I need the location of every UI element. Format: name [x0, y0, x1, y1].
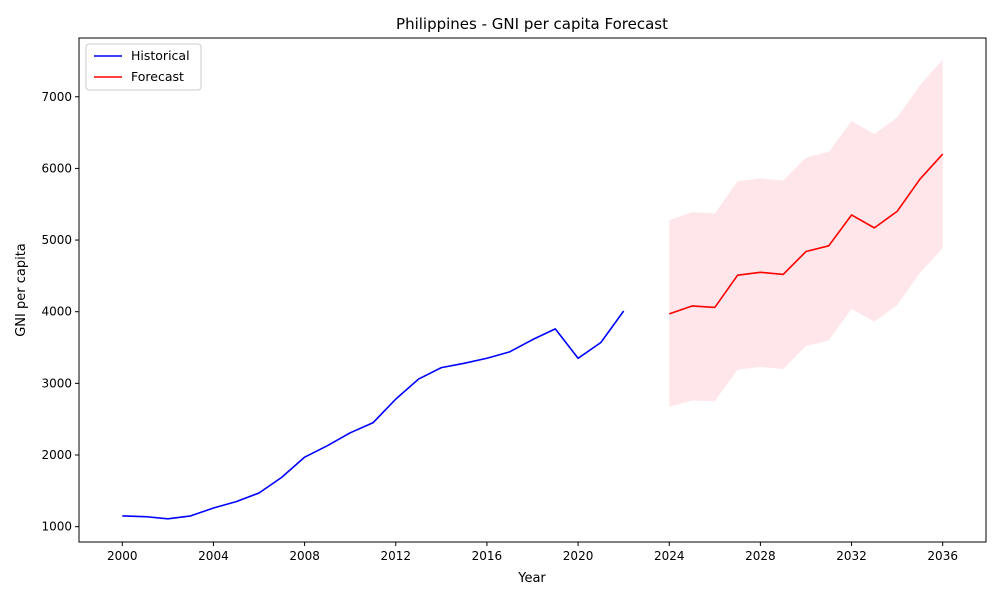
chart-title: Philippines - GNI per capita Forecast: [396, 15, 668, 33]
y-tick-label: 2000: [41, 448, 72, 462]
legend-label-historical: Historical: [131, 48, 190, 63]
y-tick-label: 6000: [41, 161, 72, 175]
forecast-confidence-band: [669, 59, 943, 408]
historical-series-line: [122, 310, 625, 520]
y-tick-label: 1000: [41, 520, 72, 534]
x-tick-label: 2032: [836, 549, 867, 563]
x-tick-label: 2004: [198, 549, 229, 563]
plot-area: [122, 59, 944, 520]
forecast-series-line: [668, 153, 944, 315]
x-tick-label: 2024: [654, 549, 685, 563]
x-tick-label: 2008: [289, 549, 320, 563]
y-tick-label: 3000: [41, 376, 72, 390]
y-axis-label: GNI per capita: [14, 243, 29, 337]
legend-label-forecast: Forecast: [131, 69, 184, 84]
axes-frame: [78, 37, 987, 543]
y-tick-label: 7000: [41, 90, 72, 104]
y-tick-label: 4000: [41, 305, 72, 319]
x-tick-label: 2036: [927, 549, 958, 563]
x-axis-label: Year: [517, 571, 546, 586]
x-tick-label: 2028: [745, 549, 776, 563]
x-tick-label: 2020: [563, 549, 594, 563]
y-tick-label: 5000: [41, 233, 72, 247]
x-tick-label: 2012: [380, 549, 411, 563]
x-tick-label: 2000: [107, 549, 138, 563]
x-tick-label: 2016: [472, 549, 503, 563]
legend: Historical Forecast: [85, 43, 202, 91]
